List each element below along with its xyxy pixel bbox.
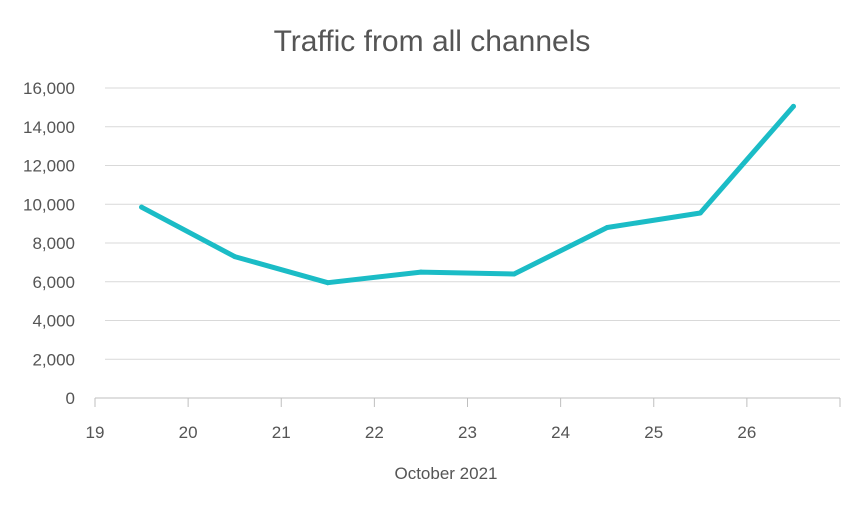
x-tick-label: 22 — [365, 423, 384, 442]
series-layer — [139, 103, 796, 286]
x-tick-label: 23 — [458, 423, 477, 442]
x-tick-label: 26 — [737, 423, 756, 442]
data-point — [139, 204, 145, 210]
data-point — [232, 254, 238, 260]
x-tick-label: 19 — [86, 423, 105, 442]
x-axis-title: October 2021 — [394, 464, 497, 483]
chart-title: Traffic from all channels — [274, 25, 591, 58]
traffic-series-line — [139, 103, 796, 286]
y-axis-tick-labels: 0 2,000 4,000 6,000 8,000 10,000 12,000 14,000 1… — [23, 79, 75, 408]
y-tick-label: 14,000 — [23, 118, 75, 137]
y-tick-label: 2,000 — [32, 350, 75, 369]
x-tick-label: 25 — [644, 423, 663, 442]
data-point — [697, 210, 703, 216]
data-point — [418, 269, 424, 275]
y-tick-label: 16,000 — [23, 79, 75, 98]
data-point — [325, 280, 331, 286]
y-tick-label: 0 — [66, 389, 75, 408]
data-point — [790, 103, 796, 109]
x-tick-label: 24 — [551, 423, 570, 442]
x-tick-label: 21 — [272, 423, 291, 442]
gridlines — [105, 87, 840, 360]
x-tick-label: 20 — [179, 423, 198, 442]
data-point — [604, 225, 610, 230]
y-tick-label: 10,000 — [23, 195, 75, 214]
x-axis-ticks: 19 20 21 22 23 24 25 26 — [86, 398, 841, 442]
data-point — [511, 271, 517, 277]
y-tick-label: 12,000 — [23, 157, 75, 176]
y-tick-label: 4,000 — [32, 312, 75, 331]
y-tick-label: 8,000 — [32, 234, 75, 253]
y-tick-label: 6,000 — [32, 273, 75, 292]
